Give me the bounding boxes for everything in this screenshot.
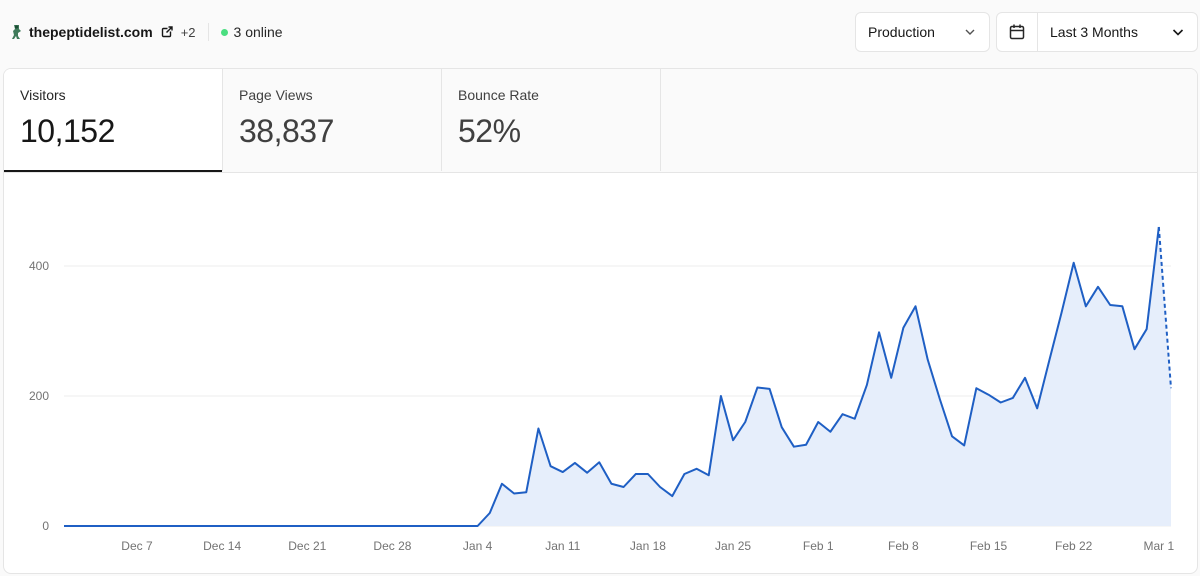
calendar-button[interactable] [997, 13, 1038, 51]
x-tick-label: Dec 21 [288, 539, 326, 553]
metric-label: Visitors [20, 87, 66, 103]
site-domain-link[interactable]: thepeptidelist.com [29, 24, 153, 40]
metric-label: Bounce Rate [458, 87, 539, 103]
y-tick-label: 200 [29, 389, 49, 403]
x-tick-label: Feb 8 [888, 539, 919, 553]
online-indicator-icon [220, 28, 228, 36]
metric-label: Page Views [239, 87, 313, 103]
tab-bounce-rate[interactable]: Bounce Rate 52% [442, 69, 661, 171]
y-tick-label: 400 [29, 259, 49, 273]
date-range-value-wrap[interactable]: Last 3 Months [1038, 24, 1197, 40]
y-tick-label: 0 [42, 519, 49, 533]
x-tick-label: Feb 15 [970, 539, 1008, 553]
tab-visitors[interactable]: Visitors 10,152 [4, 69, 223, 172]
tab-page-views[interactable]: Page Views 38,837 [223, 69, 442, 171]
top-bar: thepeptidelist.com +2 3 online Productio… [0, 0, 1200, 64]
x-tick-label: Dec 14 [203, 539, 241, 553]
series-line [64, 226, 1160, 527]
environment-select-value: Production [868, 24, 935, 40]
chevron-down-icon [1172, 29, 1184, 36]
series-line-partial [1157, 226, 1172, 389]
environment-select[interactable]: Production [855, 12, 990, 52]
external-link-icon[interactable] [161, 26, 173, 38]
x-tick-label: Mar 1 [1143, 539, 1174, 553]
online-count: 3 online [233, 24, 283, 40]
divider [207, 23, 209, 41]
date-range-value: Last 3 Months [1050, 24, 1138, 40]
metric-tabs: Visitors 10,152 Page Views 38,837 Bounce… [4, 69, 1197, 173]
calendar-icon [1009, 24, 1025, 40]
x-tick-label: Jan 4 [463, 539, 493, 553]
x-tick-label: Jan 25 [715, 539, 751, 553]
date-range-select[interactable]: Last 3 Months [996, 12, 1198, 52]
x-tick-label: Jan 11 [545, 539, 580, 553]
metric-value: 38,837 [239, 113, 334, 149]
extra-domains-count[interactable]: +2 [180, 24, 196, 40]
x-tick-label: Dec 7 [121, 539, 153, 553]
area-fill [64, 227, 1171, 526]
x-tick-label: Feb 22 [1055, 539, 1093, 553]
x-tick-label: Dec 28 [373, 539, 411, 553]
metric-value: 10,152 [20, 113, 115, 149]
x-tick-label: Feb 1 [803, 539, 834, 553]
metric-value: 52% [458, 113, 521, 149]
chevron-down-icon [965, 29, 975, 35]
site-header: thepeptidelist.com +2 3 online [10, 21, 283, 43]
x-tick-label: Jan 18 [630, 539, 666, 553]
site-favicon-icon [12, 25, 21, 39]
